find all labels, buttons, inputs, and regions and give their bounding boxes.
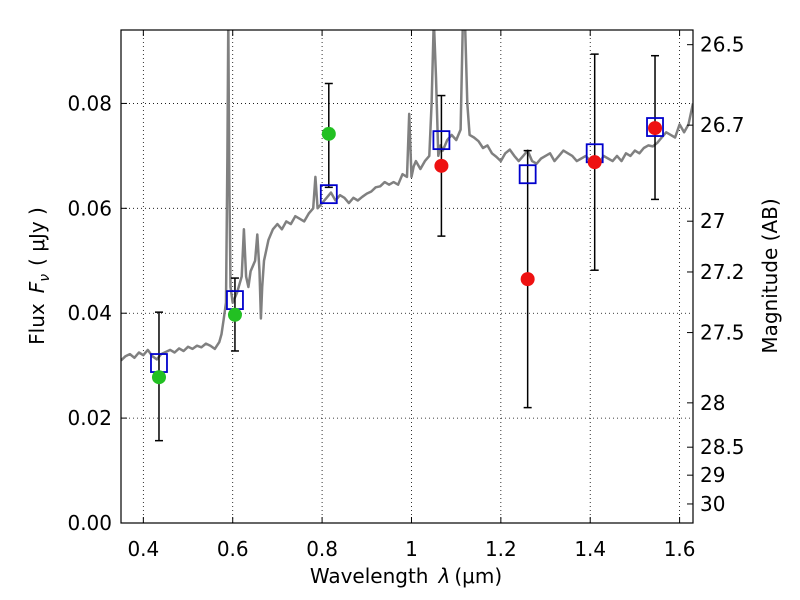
y2-tick-label: 27 — [700, 209, 725, 233]
y2-tick-label: 28.5 — [700, 435, 745, 459]
x-tick-label: 0.4 — [127, 537, 159, 561]
x-tick-label: 0.8 — [306, 537, 338, 561]
x-tick-label: 1 — [405, 537, 418, 561]
x-tick-label: 0.6 — [217, 537, 249, 561]
observed-flux-point — [520, 272, 535, 287]
model-photometry-square — [518, 164, 537, 185]
y2-tick-label: 26.5 — [700, 33, 745, 57]
observed-flux-point — [321, 126, 336, 141]
axis-ticks: 0.4 0.6 0.8 1 1.2 1.4 1.6 0.00 0.02 0.04 0.06 0.08 2… — [67, 30, 745, 561]
y-tick-label: 0.04 — [67, 301, 112, 325]
x-tick-label: 1.2 — [485, 537, 517, 561]
y-tick-label: 0.02 — [67, 406, 112, 430]
observed-flux-point — [648, 121, 663, 136]
y2-tick-label: 26.7 — [700, 113, 745, 137]
x-tick-label: 1.4 — [574, 537, 606, 561]
x-axis-label: Wavelength λ (μm) — [310, 564, 502, 588]
y-tick-label: 0.08 — [67, 91, 112, 115]
y-tick-label: 0.00 — [67, 511, 112, 535]
observed-flux-point — [587, 155, 602, 170]
y-tick-label: 0.06 — [67, 196, 112, 220]
observed-flux-point — [151, 370, 166, 385]
x-tick-label: 1.6 — [664, 537, 696, 561]
y2-tick-label: 27.2 — [700, 260, 745, 284]
data-markers — [150, 117, 664, 385]
model-photometry-square — [319, 184, 338, 205]
y2-tick-label: 28 — [700, 391, 725, 415]
y2-axis-label: Magnitude (AB) — [758, 198, 782, 353]
model-photometry-square — [432, 130, 451, 151]
y2-tick-label: 29 — [700, 463, 725, 487]
plot-frame — [120, 29, 694, 524]
model-spectrum — [121, 30, 693, 362]
model-photometry-square — [646, 117, 664, 137]
spectrum-line — [121, 30, 693, 362]
y-axis-label: FluxFν( μJy ) — [25, 207, 53, 345]
observed-flux-point — [227, 307, 242, 322]
observed-flux-point — [434, 158, 449, 173]
y2-tick-label: 30 — [700, 492, 725, 516]
y2-tick-label: 27.5 — [700, 321, 745, 345]
